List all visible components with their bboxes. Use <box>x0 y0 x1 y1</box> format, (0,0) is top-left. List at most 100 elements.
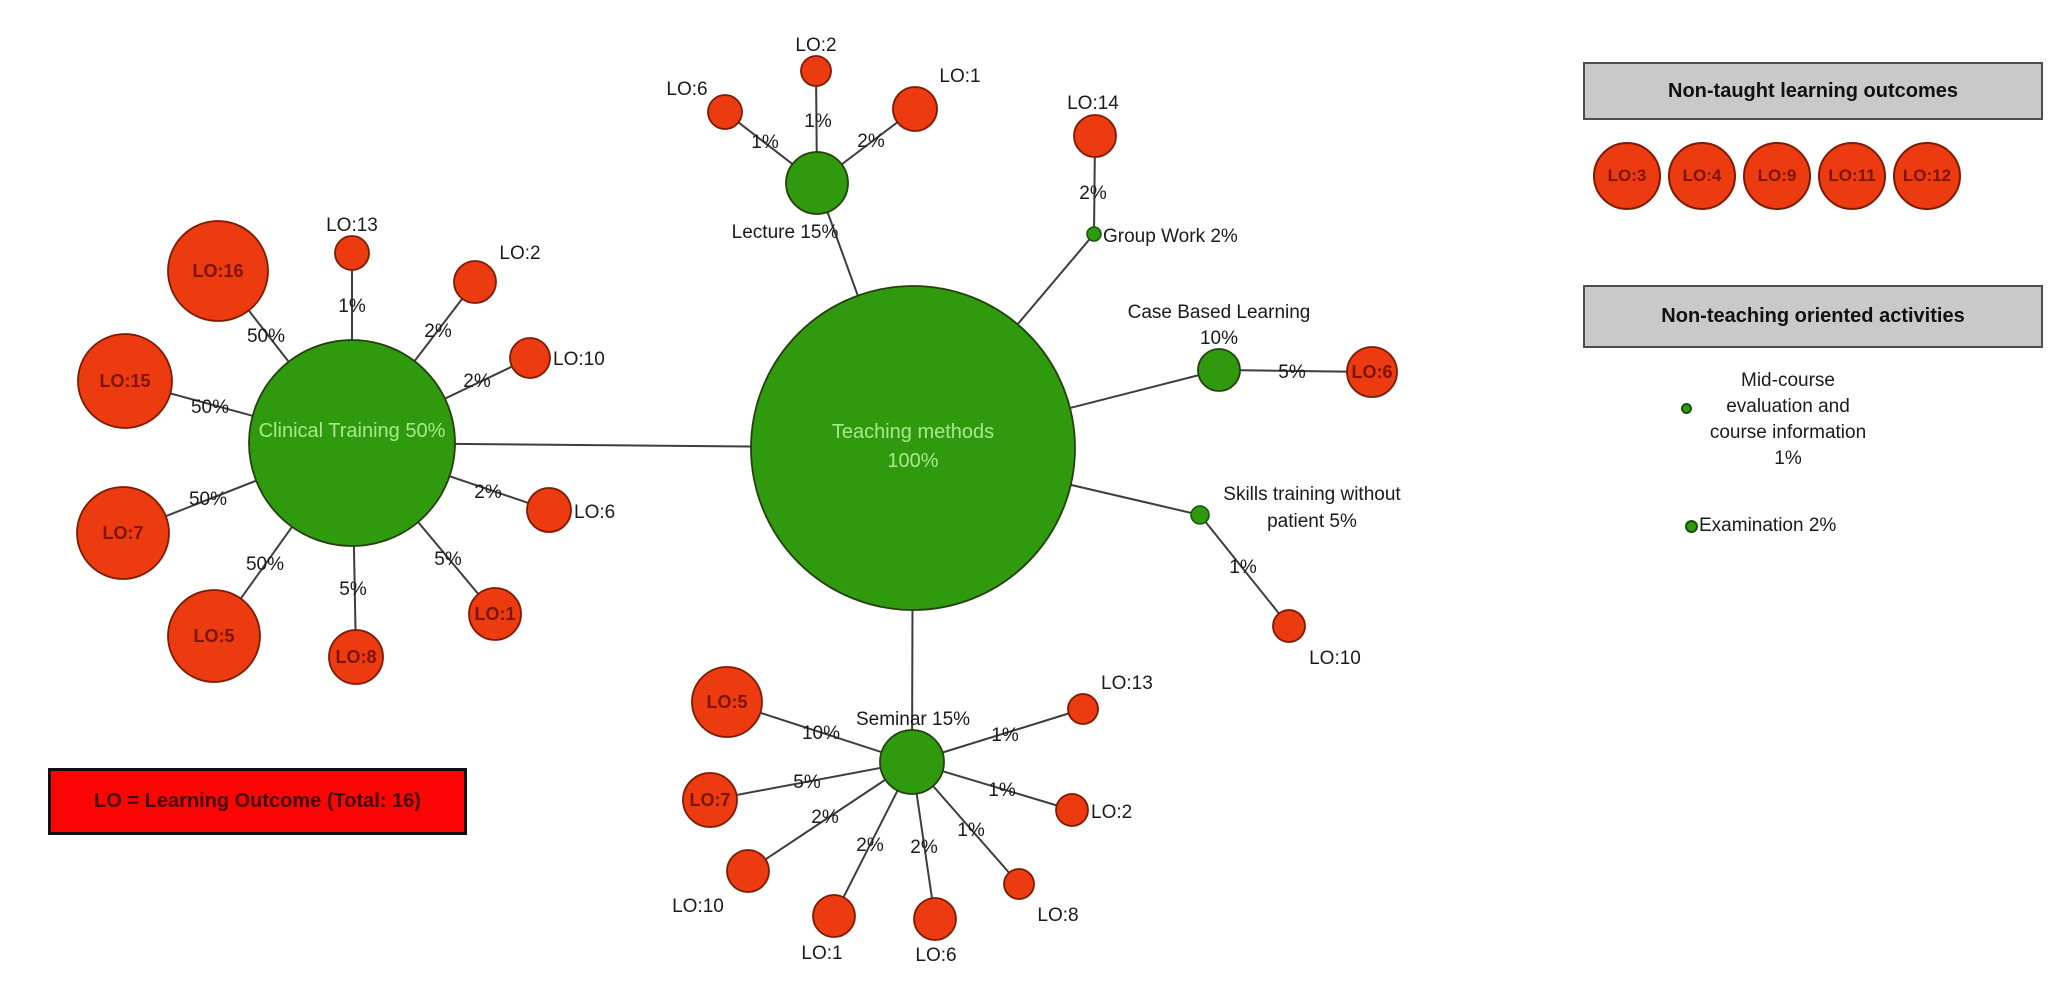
node-ct-lo2 <box>453 260 497 304</box>
edge-pct-lecture-lec-lo2: 1% <box>804 111 832 132</box>
edge-pct-seminar-sem-lo13: 1% <box>991 725 1019 746</box>
node-sem-lo1 <box>812 894 856 938</box>
label-lecture: Lecture 15% <box>732 222 839 243</box>
label-seminar: Seminar 15% <box>856 709 970 730</box>
label-sem-lo5: LO:5 <box>706 692 747 712</box>
edge-pct-clinical-training-ct-lo10: 2% <box>463 371 491 392</box>
activity-midcourse-line: course information <box>1709 422 1867 443</box>
label-clinical-training: Clinical Training 50% <box>259 420 446 442</box>
label-sem-lo1: LO:1 <box>801 943 842 964</box>
node-lec-lo6 <box>707 94 743 130</box>
edge-pct-clinical-training-ct-lo13: 1% <box>338 296 366 317</box>
edge-pct-clinical-training-ct-lo8: 5% <box>339 579 367 600</box>
non-taught-outcome-circle: LO:9 <box>1743 142 1811 210</box>
node-ct-lo5 <box>167 589 261 683</box>
label-sem-lo2: LO:2 <box>1091 802 1132 823</box>
edge-pct-clinical-training-ct-lo7: 50% <box>189 489 227 510</box>
edge-pct-clinical-training-ct-lo6: 2% <box>474 482 502 503</box>
node-seminar <box>879 729 945 795</box>
non-taught-outcome-circle: LO:12 <box>1893 142 1961 210</box>
label-ct-lo8: LO:8 <box>335 647 376 667</box>
node-lo14 <box>1073 114 1117 158</box>
edge-pct-skills-training-skills-lo10: 1% <box>1229 557 1257 578</box>
node-lecture <box>785 151 849 215</box>
node-lec-lo1 <box>892 86 938 132</box>
midcourse-dot-icon <box>1681 403 1692 414</box>
edge-pct-group-work-lo14: 2% <box>1079 183 1107 204</box>
examination-dot-icon <box>1685 519 1698 533</box>
edge-pct-clinical-training-ct-lo5: 50% <box>246 554 284 575</box>
label-group-work: Group Work 2% <box>1103 226 1238 247</box>
node-sem-lo6 <box>913 897 957 941</box>
node-group-work <box>1086 226 1102 242</box>
label-skills-lo10: LO:10 <box>1309 648 1361 669</box>
non-taught-outcomes-row: LO:3 LO:4 LO:9 LO:11 LO:12 <box>1593 142 1961 210</box>
label-sem-lo6: LO:6 <box>915 945 956 966</box>
node-sem-lo10 <box>726 849 770 893</box>
label-ct-lo1: LO:1 <box>474 604 515 624</box>
edge-pct-clinical-training-ct-lo1: 5% <box>434 549 462 570</box>
label-ct-lo6: LO:6 <box>574 502 615 523</box>
label-skills-training: patient 5% <box>1267 511 1357 532</box>
node-ct-lo8 <box>328 629 384 685</box>
node-sem-lo7 <box>682 772 738 828</box>
edge-pct-seminar-sem-lo10: 2% <box>811 807 839 828</box>
activity-examination-label: Examination 2% <box>1699 515 1837 536</box>
node-skills-training <box>1190 505 1210 525</box>
edge-pct-seminar-sem-lo6: 2% <box>910 837 938 858</box>
node-ct-lo6 <box>526 487 572 533</box>
label-ct-lo7: LO:7 <box>102 523 143 543</box>
node-lec-lo2 <box>800 55 832 87</box>
activity-midcourse-label: Mid-course evaluation and course informati… <box>1688 368 1888 472</box>
activity-examination: Examination 2% <box>1685 515 1836 537</box>
label-teaching-methods: Teaching methods <box>832 421 994 443</box>
edge-pct-clinical-training-ct-lo15: 50% <box>191 397 229 418</box>
node-ct-lo13 <box>334 235 370 271</box>
edge-pct-clinical-training-ct-lo2: 2% <box>424 321 452 342</box>
label-ct-lo5: LO:5 <box>193 626 234 646</box>
node-case-based-learning <box>1197 348 1241 392</box>
node-sem-lo8 <box>1003 868 1035 900</box>
label-teaching-methods: 100% <box>887 450 938 472</box>
label-skills-training: Skills training without <box>1223 484 1401 505</box>
edge-pct-clinical-training-ct-lo16: 50% <box>247 326 285 347</box>
activity-midcourse-line: evaluation and <box>1726 396 1850 417</box>
label-sem-lo10: LO:10 <box>672 896 724 917</box>
non-taught-outcome-circle: LO:4 <box>1668 142 1736 210</box>
label-sem-lo7: LO:7 <box>689 790 730 810</box>
node-ct-lo15 <box>77 333 173 429</box>
label-ct-lo15: LO:15 <box>99 371 150 391</box>
edge-pct-seminar-sem-lo1: 2% <box>856 835 884 856</box>
node-teaching-methods <box>750 285 1076 611</box>
node-ct-lo10 <box>509 337 551 379</box>
label-cbl-lo6: LO:6 <box>1351 362 1392 382</box>
edge-pct-case-based-learning-cbl-lo6: 5% <box>1278 362 1306 383</box>
node-sem-lo5 <box>691 666 763 738</box>
edge-pct-seminar-sem-lo8: 1% <box>957 820 985 841</box>
node-cbl-lo6 <box>1346 346 1398 398</box>
node-ct-lo16 <box>167 220 269 322</box>
edge-skills-training-skills-lo10 <box>1199 514 1290 627</box>
activity-midcourse-line: Mid-course <box>1741 370 1835 391</box>
label-ct-lo13: LO:13 <box>326 215 378 236</box>
non-teaching-activities-header: Non-teaching oriented activities <box>1583 285 2043 348</box>
label-lo14: LO:14 <box>1067 93 1119 114</box>
edge-pct-seminar-sem-lo5: 10% <box>802 723 840 744</box>
node-sem-lo13 <box>1067 693 1099 725</box>
node-clinical-training <box>248 339 456 547</box>
node-ct-lo7 <box>76 486 170 580</box>
label-sem-lo8: LO:8 <box>1037 905 1078 926</box>
label-sem-lo13: LO:13 <box>1101 673 1153 694</box>
label-lec-lo6: LO:6 <box>666 79 707 100</box>
label-lec-lo2: LO:2 <box>795 35 836 56</box>
edge-pct-lecture-lec-lo6: 1% <box>751 132 779 153</box>
edge-pct-lecture-lec-lo1: 2% <box>857 131 885 152</box>
node-sem-lo2 <box>1055 793 1089 827</box>
node-ct-lo1 <box>468 587 522 641</box>
edge-pct-seminar-sem-lo2: 1% <box>988 780 1016 801</box>
non-taught-outcomes-header: Non-taught learning outcomes <box>1583 62 2043 120</box>
label-ct-lo10: LO:10 <box>553 349 605 370</box>
edge-pct-seminar-sem-lo7: 5% <box>793 772 821 793</box>
